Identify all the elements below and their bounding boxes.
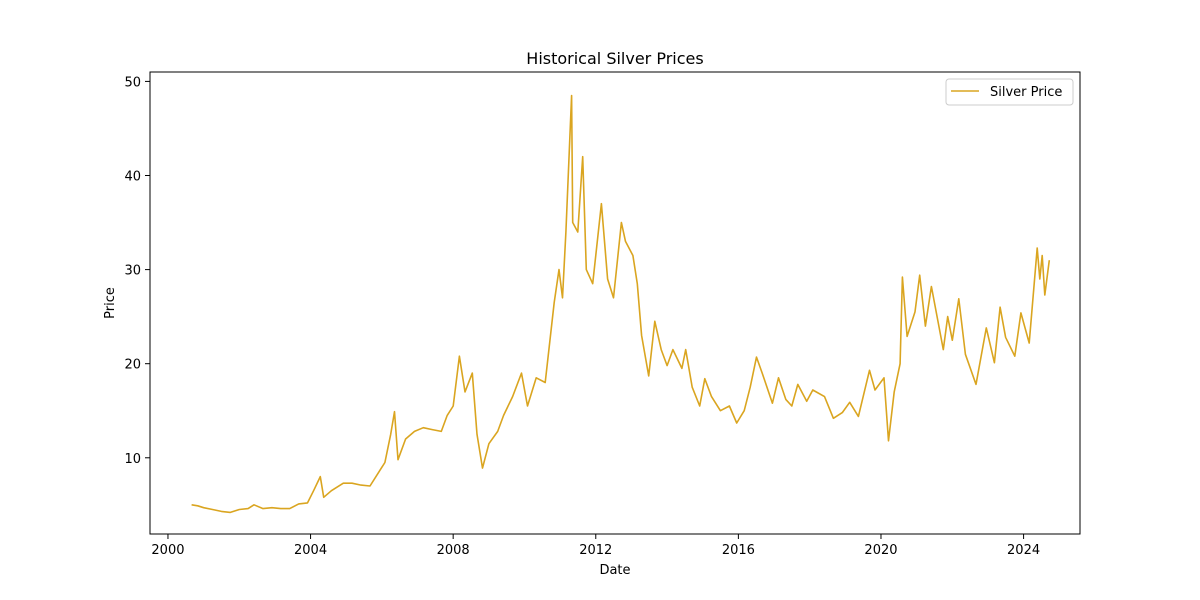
x-tick-label: 2024 [1007, 543, 1040, 558]
legend-label-silver-price: Silver Price [990, 85, 1062, 100]
y-tick-label: 40 [124, 170, 141, 185]
legend-box [945, 78, 1074, 106]
y-tick-label: 50 [124, 75, 141, 90]
y-axis-ticks: 10 20 30 40 50 [124, 75, 150, 467]
y-tick-label: 10 [124, 452, 141, 467]
x-tick-label: 2000 [151, 543, 184, 558]
x-axis-ticks: 2000 2004 2008 2012 2016 2020 2024 [151, 534, 1040, 558]
x-tick-label: 2008 [437, 543, 470, 558]
series-line-silver-price [191, 94, 1051, 514]
x-tick-label: 2004 [294, 543, 327, 558]
x-tick-label: 2016 [722, 543, 755, 558]
y-tick-label: 30 [124, 264, 141, 279]
x-tick-label: 2020 [864, 543, 897, 558]
plot-area-frame [149, 71, 1081, 535]
legend: Silver Price [945, 78, 1074, 106]
series-group [191, 94, 1051, 514]
x-tick-label: 2012 [579, 543, 612, 558]
y-axis-label: Price [103, 287, 118, 319]
x-axis-label: Date [599, 563, 630, 578]
y-tick-label: 20 [124, 358, 141, 373]
chart-title: Historical Silver Prices [526, 49, 703, 68]
